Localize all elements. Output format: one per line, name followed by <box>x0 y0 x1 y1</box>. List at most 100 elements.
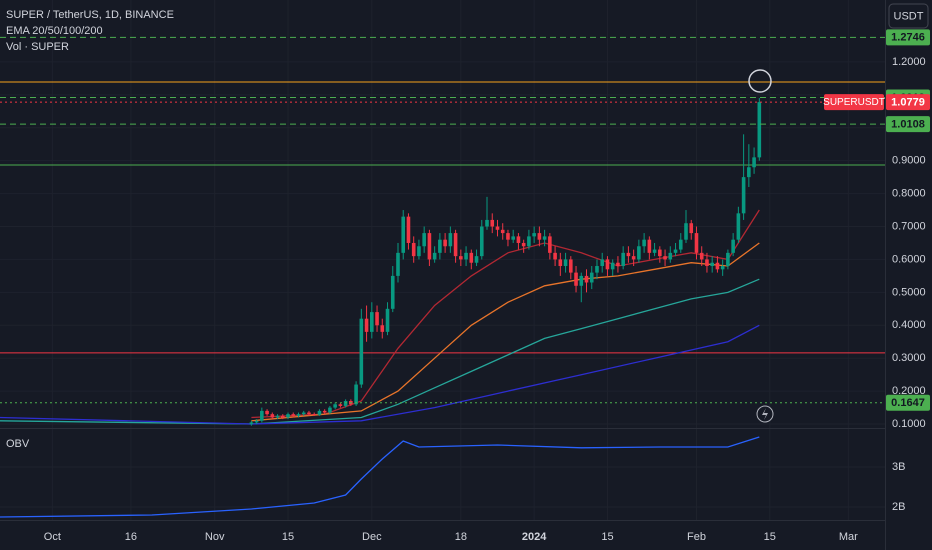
candle-body <box>747 167 751 178</box>
price-label: 1.0108 <box>891 119 925 131</box>
candle-body <box>736 213 741 240</box>
candle-body <box>668 252 673 260</box>
x-tick-label: 15 <box>764 531 776 543</box>
candle-body <box>432 252 437 260</box>
candle-body <box>270 414 275 418</box>
candle-body <box>673 249 678 253</box>
lightning-icon <box>762 408 768 420</box>
candle-body <box>579 275 584 286</box>
candle-body <box>605 259 610 270</box>
candle-body <box>464 252 468 260</box>
price-label-box <box>886 394 930 411</box>
candle-body <box>375 312 379 326</box>
candle-body <box>584 275 589 283</box>
candle-body <box>307 412 311 415</box>
candle-body <box>359 318 364 385</box>
candle-body <box>422 233 426 247</box>
candle-body <box>296 414 301 416</box>
candle-body <box>500 229 505 234</box>
candle-body <box>715 262 720 270</box>
candle-body <box>343 401 348 406</box>
candle-body <box>731 239 735 253</box>
ema-line <box>0 324 760 425</box>
candle-body <box>322 410 327 413</box>
y-tick-label: 0.3000 <box>892 352 926 364</box>
price-label: 0.1647 <box>891 397 925 409</box>
currency-label: USDT <box>894 10 924 22</box>
candle-body <box>275 415 280 418</box>
candle-body <box>757 102 762 158</box>
candle-body <box>563 259 568 267</box>
candle-body <box>568 259 573 273</box>
y-tick-label: 2B <box>892 501 905 513</box>
candle-body <box>453 233 458 257</box>
candle-body <box>443 239 447 247</box>
candle-body <box>490 219 495 227</box>
candle-body <box>328 407 332 413</box>
candle-body <box>280 415 285 418</box>
candle-body <box>495 226 500 230</box>
candle-body <box>338 404 343 406</box>
y-tick-label: 0.5000 <box>892 286 926 298</box>
candle-body <box>254 420 259 423</box>
candle-body <box>652 249 657 253</box>
x-tick-label: Dec <box>362 531 382 543</box>
y-tick-label: 0.6000 <box>892 253 926 265</box>
candle-body <box>720 266 725 270</box>
candle-body <box>600 259 605 267</box>
candle-body <box>626 252 631 257</box>
candle-body <box>705 259 709 267</box>
grid <box>0 0 885 520</box>
currency-button[interactable] <box>888 3 929 29</box>
candle-body <box>553 252 557 260</box>
candle-body <box>647 239 652 253</box>
chart-title: SUPER / TetherUS, 1D, BINANCE <box>6 9 174 21</box>
candle-body <box>417 246 421 257</box>
candle-body <box>469 252 474 263</box>
candle-body <box>542 236 547 240</box>
price-label-box <box>886 116 930 133</box>
candle-body <box>678 239 683 250</box>
candle-body <box>710 262 714 267</box>
y-tick-label: 0.8000 <box>892 187 926 199</box>
candle-body <box>427 233 432 260</box>
candle-body <box>631 256 636 260</box>
y-tick-label: 0.9000 <box>892 155 926 167</box>
symbol-label-box <box>824 94 884 111</box>
candle-body <box>380 325 385 332</box>
ema-line <box>251 209 760 419</box>
candle-body <box>286 414 290 418</box>
pane-title: OBV <box>6 438 30 450</box>
candle-body <box>532 233 536 237</box>
candle-body <box>401 216 406 253</box>
x-tick-label: 18 <box>455 531 467 543</box>
candle-body <box>312 414 317 416</box>
plot-area <box>0 36 885 518</box>
y-tick-label: 3B <box>892 461 905 473</box>
ema-line <box>251 242 760 422</box>
x-tick-label: 16 <box>125 531 137 543</box>
candle-body <box>658 249 662 257</box>
candle-body <box>265 410 269 415</box>
candle-body <box>448 233 453 247</box>
candle-body <box>354 384 358 405</box>
y-tick-label: 0.7000 <box>892 220 926 232</box>
y-tick-label: 0.1000 <box>892 418 926 430</box>
candle-body <box>506 233 510 240</box>
candle-body <box>390 275 395 309</box>
candle-body <box>333 404 337 408</box>
candle-body <box>291 414 296 416</box>
candle-body <box>385 308 390 332</box>
candle-body <box>637 246 641 260</box>
candle-body <box>364 318 369 332</box>
candle-body <box>527 236 531 247</box>
price-label-box <box>886 29 930 46</box>
candle-body <box>370 312 374 332</box>
candle-body <box>574 272 578 286</box>
candle-body <box>726 252 730 267</box>
candle-body <box>642 239 646 247</box>
candle-body <box>689 223 694 234</box>
candle-body <box>396 252 400 276</box>
x-tick-label: Oct <box>44 531 61 543</box>
